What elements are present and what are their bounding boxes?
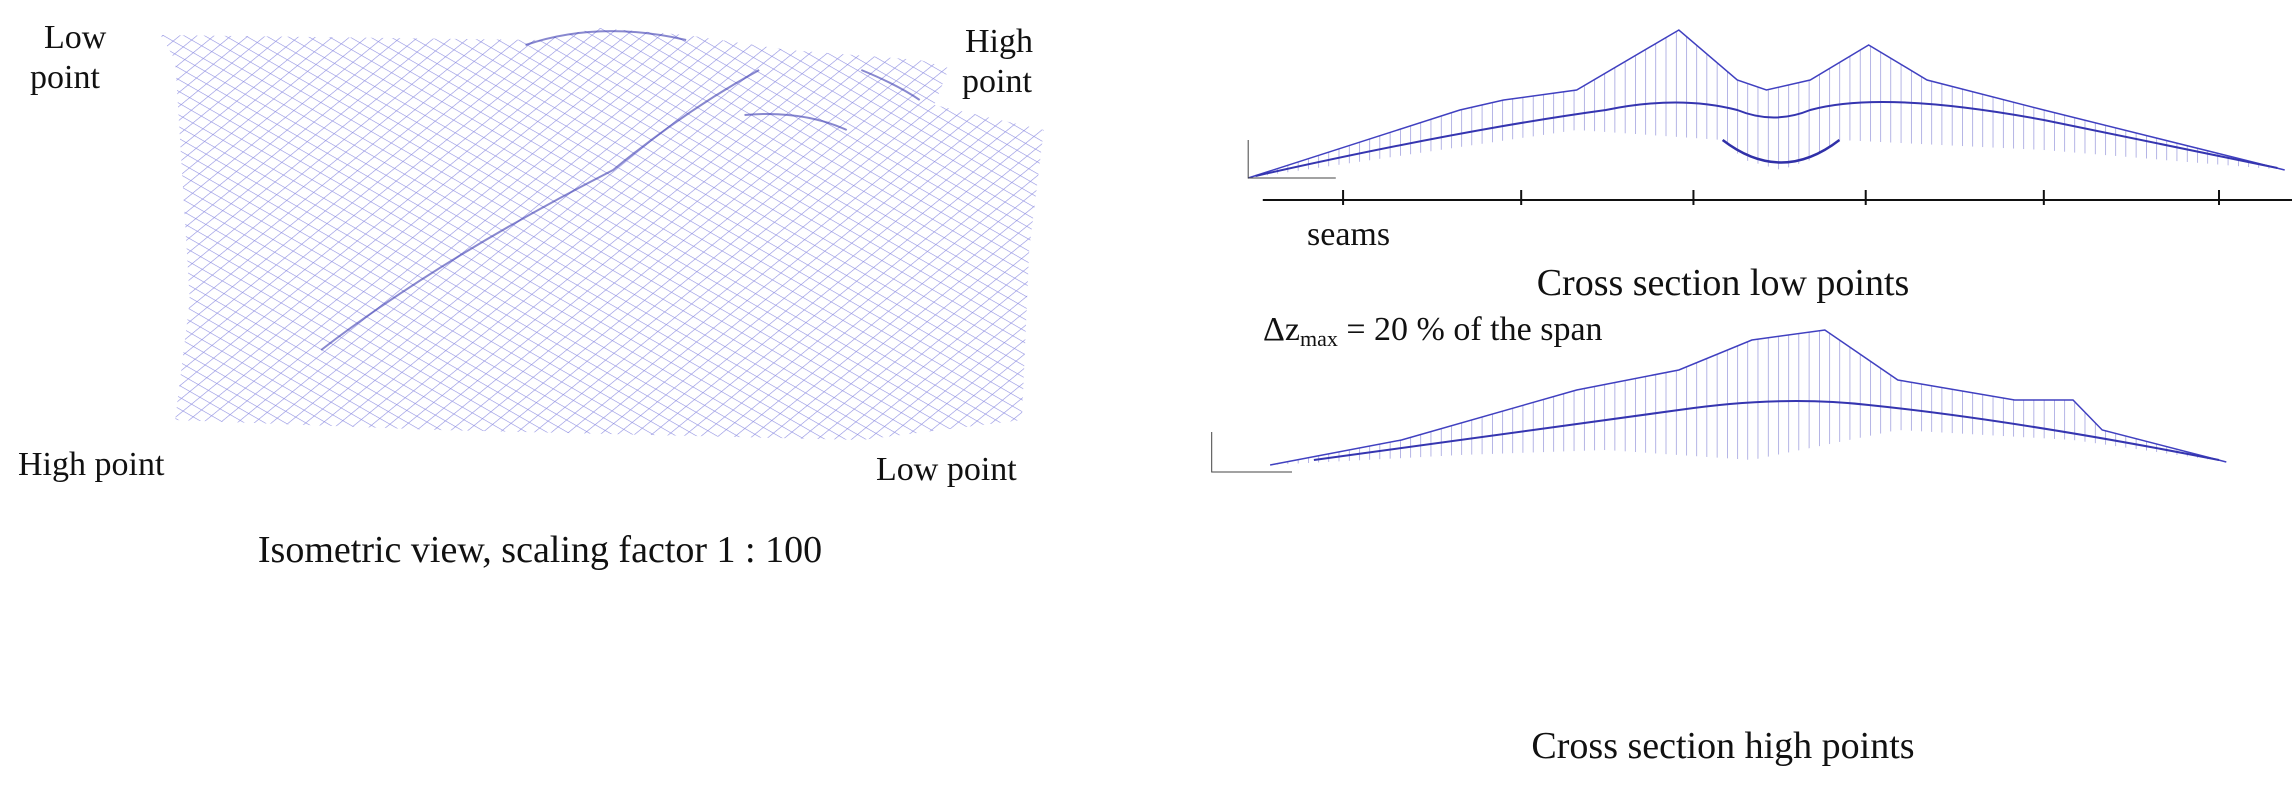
figure: Low point High point High point Low poin… bbox=[0, 0, 2292, 787]
label: Low bbox=[44, 19, 107, 56]
delta-text: = 20 % of the span bbox=[1338, 311, 1603, 348]
caption: Cross section high points bbox=[1531, 725, 1914, 767]
annotation: Δzmax = 20 % of the span bbox=[1263, 311, 1603, 351]
label: point bbox=[962, 63, 1032, 100]
delta-subscript: max bbox=[1300, 326, 1338, 351]
label: High point bbox=[18, 446, 165, 483]
label: seams bbox=[1307, 216, 1390, 253]
caption: Cross section low points bbox=[1537, 262, 1910, 304]
label: point bbox=[30, 59, 100, 96]
labels: Low point High point High point Low poin… bbox=[0, 0, 2292, 787]
label: High bbox=[965, 23, 1033, 60]
label: Low point bbox=[876, 451, 1017, 488]
delta-symbol: Δz bbox=[1263, 311, 1300, 348]
caption: Isometric view, scaling factor 1 : 100 bbox=[258, 529, 822, 571]
